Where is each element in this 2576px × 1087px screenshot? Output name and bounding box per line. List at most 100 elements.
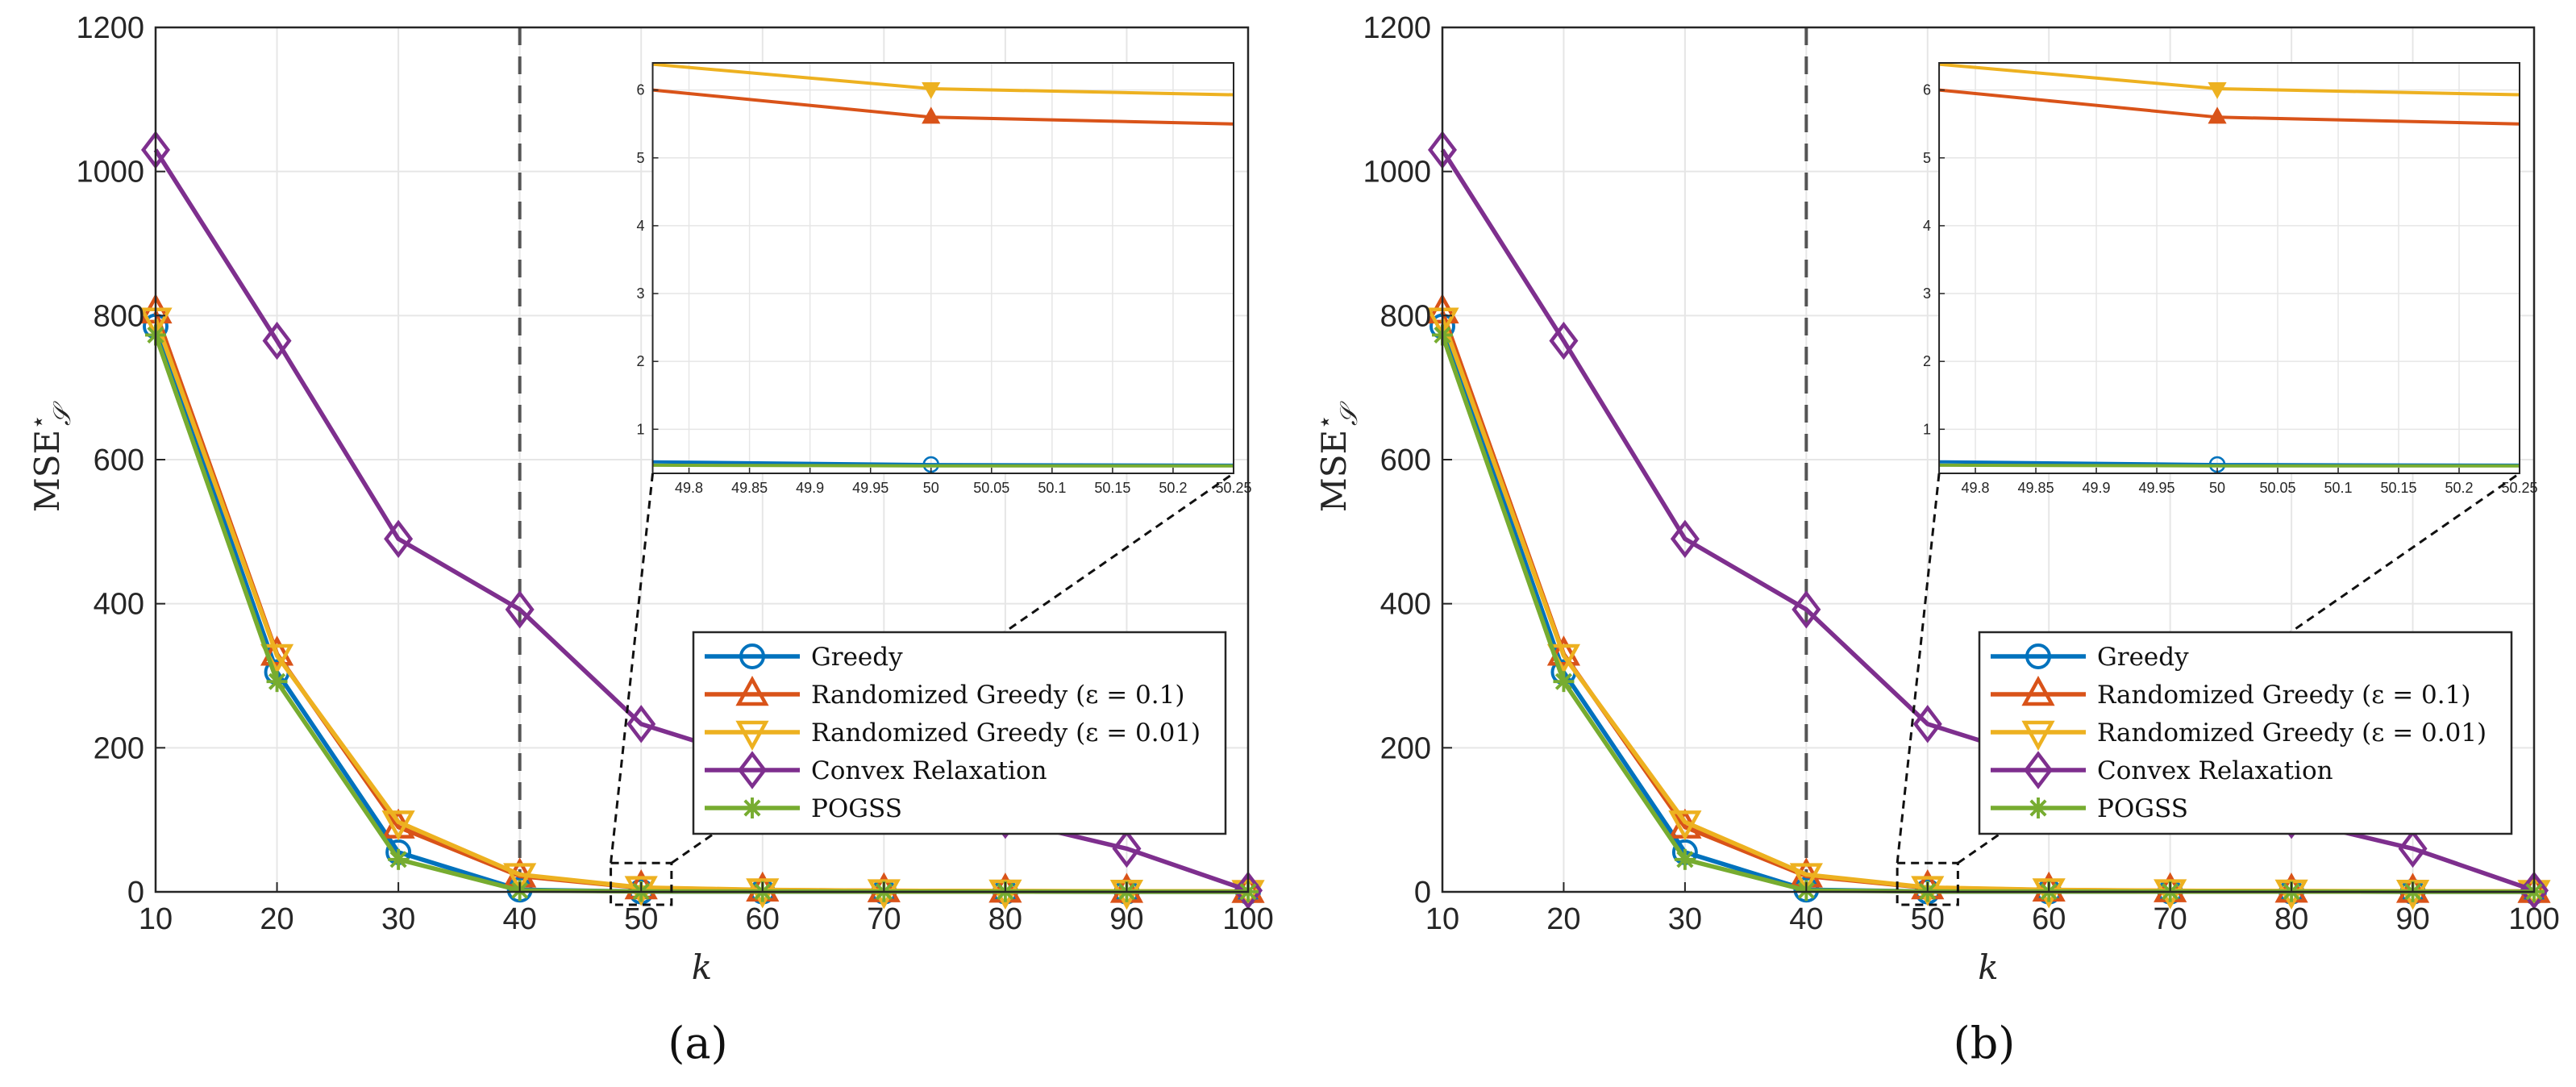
point-convex bbox=[2398, 829, 2428, 868]
inset-x-tick-label: 50.15 bbox=[1094, 480, 1130, 496]
inset-background bbox=[652, 63, 1234, 473]
inset-y-tick-label: 2 bbox=[1923, 353, 1931, 369]
x-tick-label: 40 bbox=[1789, 902, 1823, 936]
y-tick-label: 600 bbox=[1380, 444, 1431, 477]
inset-x-tick-label: 50.1 bbox=[1038, 480, 1066, 496]
legend-marker-greedy bbox=[739, 643, 765, 669]
inset-y-tick-label: 5 bbox=[637, 150, 645, 166]
point-convex bbox=[1233, 871, 1263, 910]
point-pogss-stroke bbox=[1676, 851, 1694, 868]
legend-marker-greedy bbox=[2025, 643, 2051, 669]
point-convex bbox=[1912, 705, 1942, 743]
y-label-sub: 𝒮 bbox=[48, 401, 77, 426]
legend-marker-pogss bbox=[742, 798, 763, 818]
inset-axes-box bbox=[651, 62, 1234, 474]
point-convex bbox=[1792, 590, 1821, 629]
point-convex bbox=[1549, 321, 1579, 360]
x-axis-label: k bbox=[692, 947, 712, 987]
point-convex bbox=[626, 705, 656, 743]
point-pogss bbox=[266, 671, 288, 693]
point-pogss bbox=[1674, 848, 1696, 870]
legend-marker-rg01 bbox=[735, 675, 769, 706]
inset-point-rg01 bbox=[922, 106, 941, 124]
x-tick-label: 10 bbox=[139, 902, 173, 936]
legend-label: Randomized Greedy (ε = 0.01) bbox=[2097, 718, 2487, 748]
inset-x-tick-label: 50.05 bbox=[973, 480, 1009, 496]
x-axis-label: k bbox=[1978, 947, 1998, 987]
point-pogss bbox=[388, 848, 410, 870]
y-tick-label: 0 bbox=[127, 876, 144, 910]
inset-y-tick-label: 3 bbox=[1923, 285, 1931, 302]
inset-x-tick-label: 49.85 bbox=[731, 480, 768, 496]
chart-panel-0: 10 20 30 40 50 60 70 80 90 1000200400600800100012… bbox=[24, 11, 1274, 1068]
legend-marker-pogss-stroke bbox=[743, 799, 761, 817]
point-rg001 bbox=[503, 863, 537, 893]
y-tick-label: 1000 bbox=[76, 156, 144, 189]
inset-line-pogss bbox=[1939, 463, 2520, 468]
inset-x-tick-label: 49.95 bbox=[852, 480, 888, 496]
inset-zoom-plot: 49.8 49.85 49.9 49.95 50 50.05 50.1 50.15 50.2 50… bbox=[1923, 62, 2538, 496]
inset-x-tick-label: 49.95 bbox=[2139, 480, 2175, 496]
legend-label: Randomized Greedy (ε = 0.01) bbox=[811, 718, 1201, 748]
point-pogss-stroke bbox=[389, 851, 407, 868]
zoom-region-box bbox=[610, 861, 673, 906]
y-axis-label-text: MSE⋆𝒮 bbox=[1311, 401, 1363, 512]
inset-point-rg01 bbox=[2208, 106, 2227, 124]
inset-x-tick-label: 50 bbox=[923, 480, 939, 496]
x-tick-label: 80 bbox=[2274, 902, 2308, 936]
x-tick-label: 40 bbox=[503, 902, 537, 936]
y-label-sup: ⋆ bbox=[24, 414, 52, 430]
chart-panel-1: 10 20 30 40 50 60 70 80 90 1000200400600800100012… bbox=[1311, 11, 2560, 1068]
x-tick-label: 60 bbox=[2032, 902, 2066, 936]
x-tick-label: 60 bbox=[746, 902, 780, 936]
x-tick-label: 90 bbox=[2395, 902, 2429, 936]
y-label-main: MSE bbox=[1314, 430, 1354, 512]
y-label-main: MSE bbox=[27, 430, 67, 512]
inset-x-tick-label: 50.15 bbox=[2380, 480, 2416, 496]
legend: Greedy Randomized Greedy (ε = 0.1) Randomi… bbox=[1978, 631, 2513, 835]
x-tick-label: 30 bbox=[1668, 902, 1702, 936]
inset-y-tick-label: 1 bbox=[637, 421, 645, 437]
y-tick-label: 800 bbox=[94, 299, 144, 333]
y-tick-label: 400 bbox=[1380, 588, 1431, 622]
point-convex bbox=[1670, 519, 1700, 558]
y-tick-label: 600 bbox=[94, 444, 144, 477]
legend: Greedy Randomized Greedy (ε = 0.1) Randomi… bbox=[692, 631, 1227, 835]
legend-box bbox=[692, 631, 1227, 835]
y-axis-label-text: MSE⋆𝒮 bbox=[24, 401, 77, 512]
inset-x-tick-label: 49.9 bbox=[796, 480, 824, 496]
point-convex bbox=[2519, 871, 2549, 910]
y-label-sub: 𝒮 bbox=[1335, 401, 1363, 426]
point-rg01 bbox=[260, 635, 294, 666]
inset-axes-box bbox=[1938, 62, 2521, 474]
x-tick-label: 20 bbox=[260, 902, 293, 936]
legend-label: Greedy bbox=[2097, 643, 2189, 672]
point-convex bbox=[1112, 829, 1142, 868]
legend-label: POGSS bbox=[811, 794, 902, 823]
inset-y-tick-label: 6 bbox=[637, 82, 645, 98]
inset-y-tick-label: 5 bbox=[1923, 150, 1931, 166]
y-tick-label: 400 bbox=[94, 588, 144, 622]
inset-line-pogss bbox=[652, 463, 1234, 468]
legend-marker-pogss-stroke bbox=[2029, 799, 2047, 817]
x-tick-label: 10 bbox=[1425, 902, 1459, 936]
zoom-connector-line bbox=[1896, 473, 1941, 864]
y-tick-label: 1200 bbox=[76, 11, 144, 45]
legend-marker-pogss bbox=[2028, 798, 2049, 818]
legend-marker-rg001 bbox=[735, 720, 769, 752]
inset-y-tick-label: 2 bbox=[637, 353, 645, 369]
legend-label: POGSS bbox=[2097, 794, 2188, 823]
panel-caption: (b) bbox=[1954, 1018, 2016, 1068]
x-tick-label: 70 bbox=[2154, 902, 2187, 936]
x-tick-label: 80 bbox=[988, 902, 1022, 936]
y-tick-label: 1200 bbox=[1363, 11, 1431, 45]
y-tick-label: 200 bbox=[94, 731, 144, 765]
legend-marker-rg01 bbox=[2021, 675, 2055, 706]
point-pogss bbox=[1553, 671, 1575, 693]
legend-marker-rg001 bbox=[2021, 720, 2055, 752]
inset-grid bbox=[1939, 63, 2520, 473]
zoom-region-box bbox=[1896, 861, 1959, 906]
inset-x-tick-label: 50.25 bbox=[1215, 480, 1251, 496]
x-tick-label: 50 bbox=[1911, 902, 1945, 936]
